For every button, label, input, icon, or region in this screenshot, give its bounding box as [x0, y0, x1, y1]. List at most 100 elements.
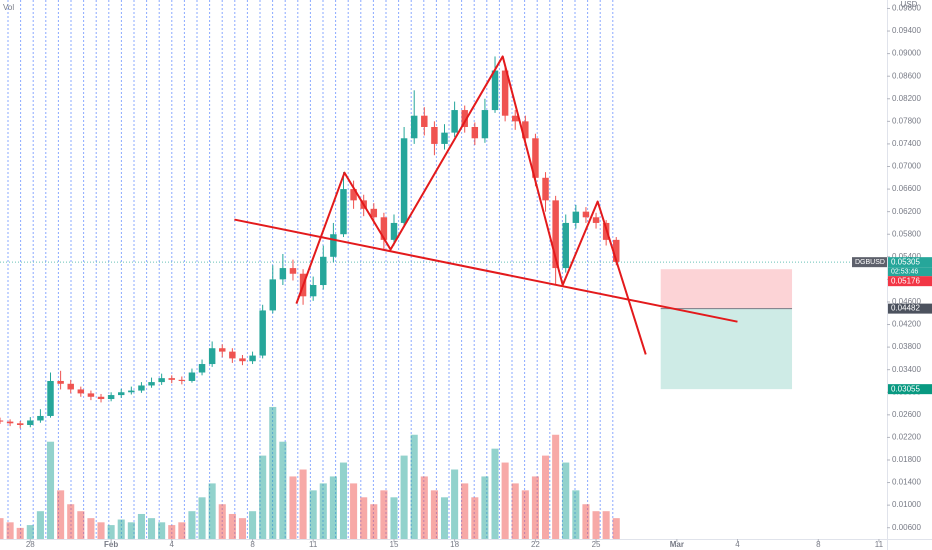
candle-body: [572, 211, 580, 223]
candle-body: [77, 389, 85, 394]
candle-body: [208, 348, 216, 365]
candle-body: [309, 285, 317, 297]
entry-label-bg: [888, 303, 932, 314]
volume-bar: [531, 476, 539, 539]
y-tick-label: 0.03400: [892, 365, 921, 374]
volume-bar: [511, 483, 519, 539]
candle-body: [542, 177, 549, 201]
candle-body: [441, 132, 448, 144]
volume-bar: [127, 522, 135, 539]
volume-bar: [188, 511, 196, 539]
volume-bar: [360, 497, 368, 539]
volume-bar: [107, 525, 115, 539]
y-tick-label: 0.08600: [892, 71, 921, 80]
head-and-shoulders: [295, 55, 647, 355]
ask-price-label: 0.05176: [891, 276, 920, 285]
y-tick-label: 0.02600: [892, 410, 921, 419]
candle-body: [27, 420, 34, 425]
volume-bar: [400, 455, 408, 539]
volume-bar: [541, 455, 550, 539]
candle-body: [67, 383, 74, 390]
volume-bar: [501, 462, 509, 539]
y-tick-label: 0.01800: [892, 455, 921, 464]
candle-body: [481, 110, 489, 139]
y-tick-label: 0.07800: [892, 116, 921, 125]
volume-bar: [339, 462, 348, 539]
y-tick-label: 0.07400: [892, 139, 921, 148]
volume-bar: [218, 504, 226, 539]
volume-bar: [168, 525, 176, 539]
y-tick-label: 0.06200: [892, 207, 921, 216]
y-tick-label: 0.04600: [892, 297, 921, 306]
countdown-bg: [888, 267, 932, 277]
candle-body: [37, 415, 44, 421]
volume-bar: [390, 497, 398, 539]
target-label: 0.03055: [891, 384, 920, 393]
x-tick-label: 15: [390, 540, 399, 549]
candle-body: [350, 189, 357, 201]
y-tick-label: 0.04200: [892, 320, 921, 329]
volume-bar: [148, 518, 156, 539]
volume-bar: [158, 522, 166, 539]
candle-body: [370, 208, 378, 218]
volume-bar: [198, 497, 206, 539]
volume-bar: [562, 462, 570, 539]
candle-body: [249, 355, 256, 362]
volume-bar: [319, 483, 327, 539]
volume-bar: [208, 483, 216, 539]
volume-bar: [97, 522, 105, 539]
candle-body: [461, 110, 468, 127]
volume-bar: [289, 476, 297, 539]
countdown: 02:53:46: [891, 269, 918, 276]
candle-body: [188, 372, 196, 381]
stop-zone: [660, 269, 793, 309]
x-tick-label: 8: [816, 540, 821, 549]
volume-bar: [602, 511, 610, 539]
candle-body: [431, 126, 438, 144]
volume-bar: [117, 519, 125, 539]
symbol: DGBUSD: [855, 259, 885, 266]
candle-body: [117, 392, 125, 396]
volume-bar: [299, 469, 307, 539]
volume-bar: [440, 497, 449, 539]
candle-body: [380, 217, 388, 240]
x-tick-label: 8: [250, 540, 255, 549]
entry-label: 0.04482: [891, 304, 920, 313]
candle-body: [400, 138, 408, 223]
candle-body: [16, 423, 24, 425]
candle-body: [107, 395, 115, 400]
candle-body: [279, 268, 287, 280]
candle-body: [57, 380, 64, 384]
candle-body: [168, 378, 175, 380]
volume-bar: [6, 522, 14, 539]
candle-body: [289, 268, 297, 274]
volume-bar: [552, 434, 560, 539]
volume-bar: [87, 518, 95, 539]
volume-bar: [259, 455, 267, 539]
candle-body: [6, 421, 14, 424]
x-tick-label: Feb: [104, 540, 118, 549]
y-tick-label: 0.01400: [892, 478, 921, 487]
x-tick-label: 4: [170, 540, 175, 549]
volume-bar: [57, 490, 65, 539]
volume-bar: [582, 504, 590, 539]
volume-bar: [279, 441, 287, 539]
candle-body: [47, 380, 54, 416]
volume-bar: [228, 513, 236, 539]
candle-body: [158, 378, 165, 383]
volume-bar: [521, 490, 529, 539]
y-tick-label: 0.08200: [892, 94, 921, 103]
volume-bar: [430, 490, 438, 539]
volume-bar: [329, 476, 337, 539]
volume-bar: [491, 448, 499, 539]
volume-bar: [16, 527, 24, 539]
x-tick-label: 18: [450, 540, 459, 549]
volume-bar: [481, 476, 489, 539]
volume-bar: [410, 434, 418, 539]
x-tick-label: 22: [531, 540, 540, 549]
candle-body: [471, 126, 479, 139]
target-zone: [660, 308, 793, 390]
ask-price-label-bg: [888, 276, 932, 287]
